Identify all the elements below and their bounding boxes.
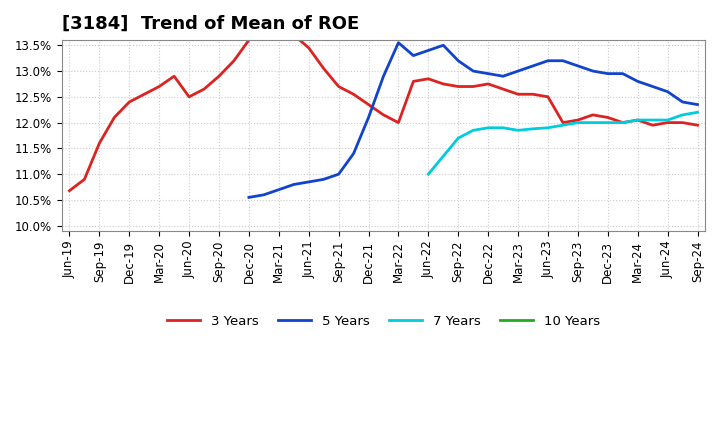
3 Years: [559, 120, 567, 125]
3 Years: [305, 45, 313, 51]
3 Years: [320, 66, 328, 71]
5 Years: [259, 192, 268, 198]
3 Years: [439, 81, 448, 87]
5 Years: [678, 99, 687, 105]
5 Years: [394, 40, 402, 45]
5 Years: [274, 187, 283, 192]
Line: 5 Years: 5 Years: [249, 43, 698, 198]
5 Years: [544, 58, 552, 63]
3 Years: [185, 94, 194, 99]
3 Years: [125, 99, 134, 105]
7 Years: [499, 125, 508, 130]
5 Years: [693, 102, 702, 107]
5 Years: [409, 53, 418, 58]
5 Years: [588, 68, 597, 73]
5 Years: [663, 89, 672, 94]
7 Years: [634, 117, 642, 123]
7 Years: [439, 154, 448, 159]
5 Years: [245, 195, 253, 200]
5 Years: [349, 151, 358, 156]
Line: 3 Years: 3 Years: [69, 33, 698, 191]
3 Years: [499, 86, 508, 92]
Line: 7 Years: 7 Years: [428, 112, 698, 174]
3 Years: [588, 112, 597, 117]
7 Years: [514, 128, 523, 133]
3 Years: [95, 141, 104, 146]
7 Years: [603, 120, 612, 125]
5 Years: [305, 179, 313, 184]
7 Years: [574, 120, 582, 125]
3 Years: [469, 84, 477, 89]
3 Years: [364, 102, 373, 107]
7 Years: [484, 125, 492, 130]
3 Years: [409, 79, 418, 84]
3 Years: [155, 84, 163, 89]
3 Years: [454, 84, 462, 89]
3 Years: [140, 92, 148, 97]
5 Years: [499, 73, 508, 79]
3 Years: [424, 76, 433, 81]
7 Years: [528, 126, 537, 132]
3 Years: [678, 120, 687, 125]
3 Years: [394, 120, 402, 125]
7 Years: [618, 120, 627, 125]
5 Years: [603, 71, 612, 76]
5 Years: [648, 84, 657, 89]
3 Years: [334, 84, 343, 89]
3 Years: [349, 92, 358, 97]
5 Years: [559, 58, 567, 63]
7 Years: [469, 128, 477, 133]
3 Years: [65, 188, 73, 193]
7 Years: [588, 120, 597, 125]
3 Years: [199, 86, 208, 92]
7 Years: [648, 117, 657, 123]
5 Years: [618, 71, 627, 76]
5 Years: [424, 48, 433, 53]
3 Years: [379, 112, 388, 117]
5 Years: [320, 177, 328, 182]
5 Years: [634, 79, 642, 84]
Text: [3184]  Trend of Mean of ROE: [3184] Trend of Mean of ROE: [62, 15, 359, 33]
5 Years: [454, 58, 462, 63]
3 Years: [484, 81, 492, 87]
7 Years: [424, 172, 433, 177]
7 Years: [693, 110, 702, 115]
Legend: 3 Years, 5 Years, 7 Years, 10 Years: 3 Years, 5 Years, 7 Years, 10 Years: [162, 310, 606, 334]
3 Years: [80, 177, 89, 182]
3 Years: [603, 115, 612, 120]
3 Years: [634, 117, 642, 123]
3 Years: [215, 73, 223, 79]
3 Years: [230, 58, 238, 63]
3 Years: [274, 30, 283, 35]
5 Years: [469, 68, 477, 73]
5 Years: [528, 63, 537, 69]
5 Years: [289, 182, 298, 187]
3 Years: [663, 120, 672, 125]
3 Years: [544, 94, 552, 99]
3 Years: [648, 123, 657, 128]
3 Years: [514, 92, 523, 97]
3 Years: [528, 92, 537, 97]
5 Years: [484, 71, 492, 76]
5 Years: [379, 73, 388, 79]
5 Years: [334, 172, 343, 177]
3 Years: [693, 123, 702, 128]
5 Years: [574, 63, 582, 69]
5 Years: [514, 68, 523, 73]
3 Years: [259, 30, 268, 35]
3 Years: [574, 117, 582, 123]
7 Years: [544, 125, 552, 130]
7 Years: [678, 112, 687, 117]
3 Years: [618, 120, 627, 125]
5 Years: [439, 43, 448, 48]
3 Years: [289, 32, 298, 37]
3 Years: [245, 37, 253, 43]
7 Years: [559, 123, 567, 128]
5 Years: [364, 115, 373, 120]
7 Years: [663, 117, 672, 123]
3 Years: [110, 115, 119, 120]
7 Years: [454, 136, 462, 141]
3 Years: [170, 73, 179, 79]
